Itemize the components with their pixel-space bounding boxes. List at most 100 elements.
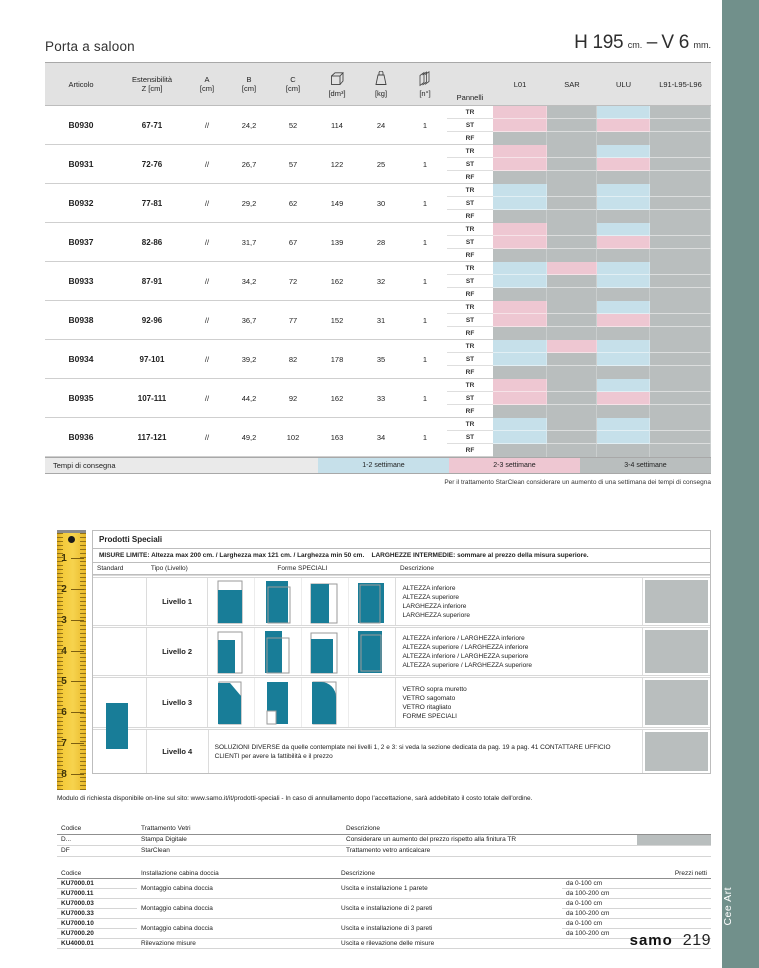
product-row: B0933 87-91 // 34,2 72 162 32 1 TR ST RF xyxy=(45,262,711,301)
trattamento-prezzo xyxy=(637,834,711,846)
installazione-nome: Montaggio cabina doccia xyxy=(137,918,337,939)
delivery-cell xyxy=(650,366,711,379)
delivery-cell xyxy=(597,158,650,171)
ps-shapes-cell xyxy=(208,678,397,727)
delivery-cell xyxy=(493,314,547,327)
volume-box-icon xyxy=(331,71,345,85)
delivery-cell xyxy=(547,275,597,288)
trattamento-codice: DF xyxy=(57,845,137,857)
cell-kg: 31 xyxy=(376,315,386,325)
installazione-range: da 0-100 cm xyxy=(562,878,662,889)
ps-shape-cell xyxy=(255,578,302,625)
delivery-cell xyxy=(547,145,597,158)
panel-subrow: ST xyxy=(447,197,711,210)
panel-label: RF xyxy=(465,291,475,298)
installazione-row: KU7000.01 Montaggio cabina doccia Uscita e… xyxy=(57,878,711,899)
col-header-volume: [dm³] xyxy=(315,63,359,105)
cell-kg: 33 xyxy=(376,393,386,403)
installazione-desc: Uscita e rilevazione delle misure xyxy=(337,938,562,949)
delivery-cell xyxy=(493,379,547,392)
delivery-cell xyxy=(650,197,711,210)
panel-label: ST xyxy=(447,353,493,366)
panel-delivery-grid: TR ST RF xyxy=(447,145,711,184)
cell-a: // xyxy=(204,237,210,247)
ps-shape-cell xyxy=(302,628,349,675)
installazione-prezzo xyxy=(662,928,711,939)
cell-kg: 28 xyxy=(376,237,386,247)
ps-description: ALTEZZA inferiore / LARGHEZZA inferiore A… xyxy=(396,628,644,675)
catalog-page: Porta a saloon H 195 cm. – V 6 mm. Artic… xyxy=(45,0,711,949)
delivery-cell xyxy=(650,275,711,288)
installazione-prezzo xyxy=(662,888,711,899)
product-row: B0938 92-96 // 36,7 77 152 31 1 TR ST RF xyxy=(45,301,711,340)
delivery-cell xyxy=(493,405,547,418)
ps-description-line: ALTEZZA inferiore / LARGHEZZA inferiore xyxy=(402,634,525,642)
delivery-cell xyxy=(547,340,597,353)
cell-n: 1 xyxy=(422,354,428,364)
delivery-cell xyxy=(493,444,547,457)
delivery-cell xyxy=(597,379,650,392)
ps-shapes-cell xyxy=(208,578,397,625)
trattamenti-header-row: Codice Trattamento Vetri Descrizione xyxy=(57,822,711,835)
delivery-cell xyxy=(547,366,597,379)
ps-level-row: Livello 2 ALTEZZA inferiore / LARGHEZZA i… xyxy=(93,625,710,675)
ps-price-gray xyxy=(645,732,709,771)
cell-dm: 149 xyxy=(330,198,344,208)
panel-label: ST xyxy=(447,275,493,288)
ps-price-gray xyxy=(645,630,708,673)
ps-level-label: Livello 2 xyxy=(147,628,209,675)
size-spec: H 195 cm. – V 6 mm. xyxy=(574,32,711,54)
installazione-prezzo xyxy=(662,878,711,889)
ruler-number: 7 xyxy=(59,728,84,759)
delivery-cell xyxy=(650,236,711,249)
legend-item: 3-4 settimane xyxy=(580,458,711,473)
panel-subrow: TR xyxy=(447,145,711,158)
delivery-cell xyxy=(597,353,650,366)
cell-b: 49,2 xyxy=(241,432,257,442)
ps-description-line: ALTEZZA superiore / LARGHEZZA superiore xyxy=(402,661,533,669)
trattamenti-table: Codice Trattamento Vetri Descrizione D..… xyxy=(57,822,711,857)
panel-label: RF xyxy=(465,447,475,454)
shape-altinf-larginf-icon xyxy=(217,631,243,673)
panel-subrow: TR xyxy=(447,262,711,275)
delivery-cell xyxy=(597,132,650,145)
delivery-cell xyxy=(547,288,597,301)
cell-dm: 163 xyxy=(330,432,344,442)
delivery-cell xyxy=(597,171,650,184)
panel-subrow: RF xyxy=(447,171,711,184)
ps-description-line: VETRO ritagliato xyxy=(402,703,452,711)
ps-shape-cell xyxy=(255,678,302,727)
panel-subrow: RF xyxy=(447,366,711,379)
ruler-number: 5 xyxy=(59,667,84,698)
product-row: B0930 67-71 // 24,2 52 114 24 1 TR ST RF xyxy=(45,106,711,145)
delivery-cell xyxy=(650,288,711,301)
delivery-cell xyxy=(650,132,711,145)
cell-n: 1 xyxy=(422,120,428,130)
cell-est: 82-86 xyxy=(141,237,163,247)
delivery-cell xyxy=(547,418,597,431)
cell-n: 1 xyxy=(422,393,428,403)
col-header-finish-sar: SAR xyxy=(564,79,580,89)
legend-item: 1-2 settimane xyxy=(318,458,449,473)
shape-vetro-diagonale-icon xyxy=(218,681,242,724)
ps-level-label: Livello 3 xyxy=(147,678,209,727)
col-header-finish-l01: L01 xyxy=(513,79,527,89)
installazione-codice: KU7000.20 xyxy=(57,928,137,939)
delivery-cell xyxy=(650,262,711,275)
ps-shape-cell xyxy=(255,628,302,675)
cell-b: 39,2 xyxy=(241,354,257,364)
cell-dm: 162 xyxy=(330,276,344,286)
panel-label: TR xyxy=(447,301,493,314)
product-row: B0936 117-121 // 49,2 102 163 34 1 TR ST RF xyxy=(45,418,711,457)
panel-delivery-grid: TR ST RF xyxy=(447,106,711,145)
cell-est: 72-76 xyxy=(141,159,163,169)
ps-shape-cell xyxy=(349,678,396,727)
ps-level-label: Livello 4 xyxy=(147,730,209,773)
ps-shape-cell xyxy=(302,678,349,727)
panel-label: RF xyxy=(465,252,475,259)
delivery-cell xyxy=(650,418,711,431)
installazione-codice: KU4000.01 xyxy=(57,938,137,949)
delivery-cell xyxy=(650,327,711,340)
trattamento-prezzo xyxy=(637,845,711,857)
